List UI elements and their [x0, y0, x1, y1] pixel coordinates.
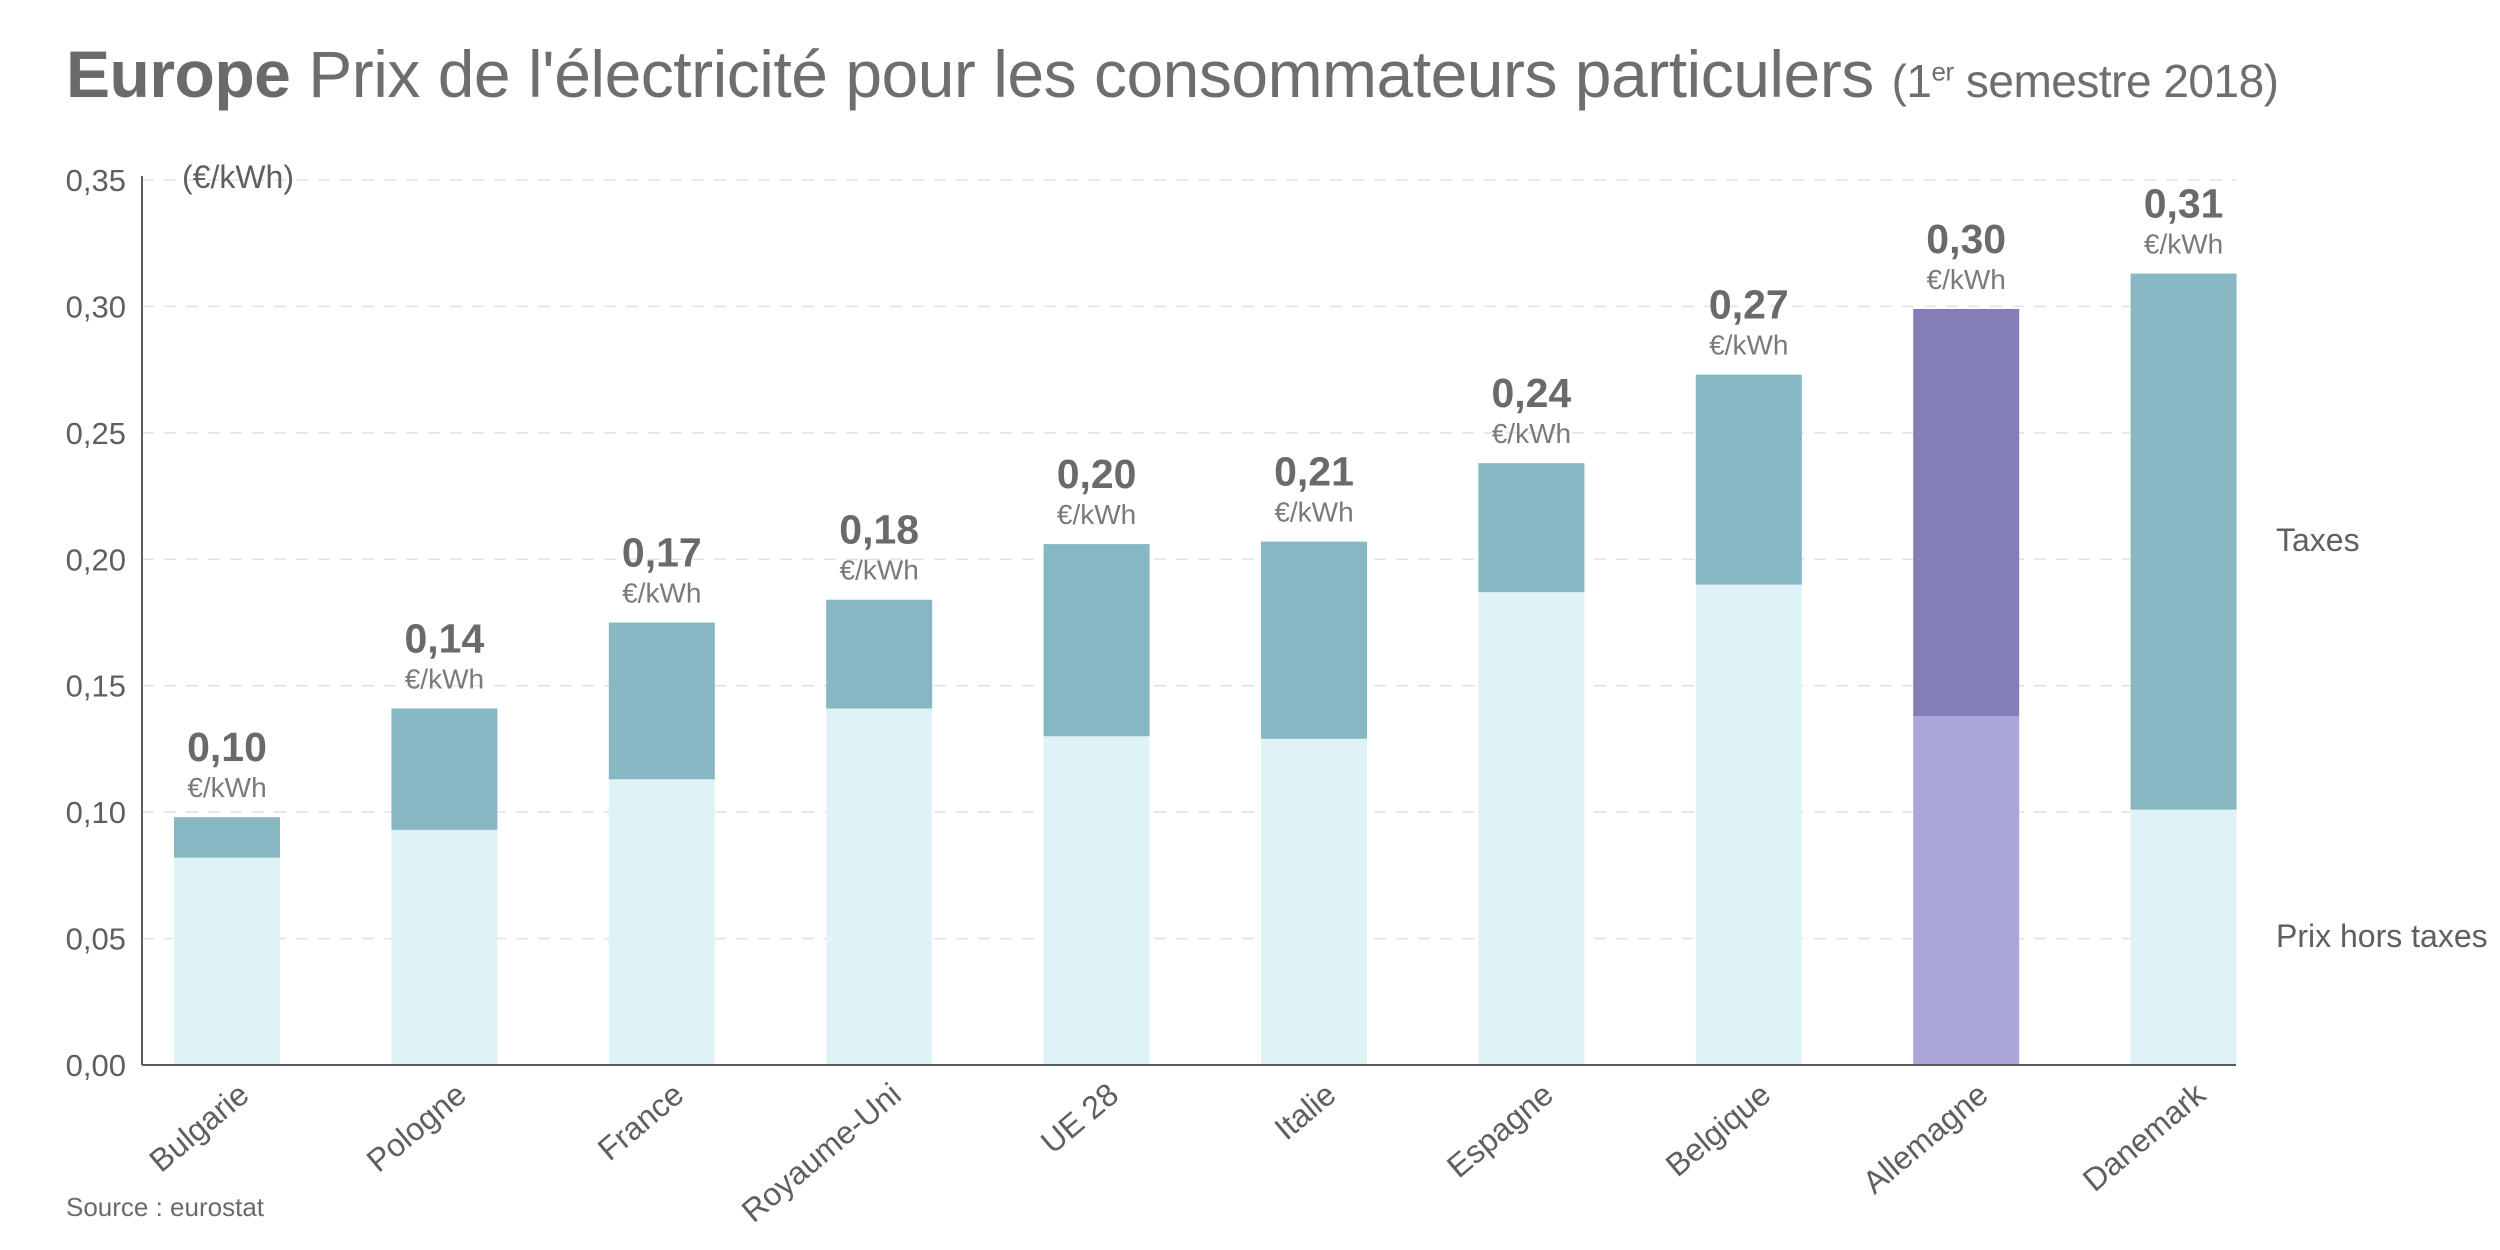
title-region: Europe — [66, 37, 291, 111]
bar-prix-hors-taxes — [1478, 592, 1585, 1065]
bar-taxes — [1043, 544, 1150, 737]
total-unit-label: €/kWh — [405, 663, 484, 694]
total-unit-label: €/kWh — [187, 772, 266, 803]
total-unit-label: €/kWh — [1709, 330, 1788, 361]
bars — [174, 273, 2237, 1065]
bar-taxes — [174, 817, 280, 858]
y-tick-label: 0,05 — [66, 922, 126, 957]
x-category-label: Pologne — [360, 1076, 473, 1179]
bar-prix-hors-taxes — [1695, 584, 1802, 1065]
total-unit-label: €/kWh — [840, 555, 919, 586]
y-tick-label: 0,35 — [66, 163, 126, 198]
bar-prix-hors-taxes — [1043, 736, 1150, 1065]
total-value-label: 0,18 — [839, 507, 919, 553]
total-value-label: 0,14 — [404, 615, 484, 661]
bar-prix-hors-taxes — [174, 857, 280, 1065]
bar-prix-hors-taxes — [2130, 809, 2237, 1065]
bar-taxes — [2130, 273, 2237, 810]
x-category-label: Danemark — [2076, 1075, 2213, 1198]
bar-prix-hors-taxes — [826, 708, 933, 1065]
total-value-label: 0,27 — [1709, 282, 1789, 328]
total-unit-label: €/kWh — [1927, 264, 2006, 295]
source-note: Source : eurostat — [66, 1192, 264, 1222]
y-tick-label: 0,00 — [66, 1048, 126, 1083]
x-category-label: Espagne — [1440, 1076, 1560, 1185]
total-unit-label: €/kWh — [2144, 229, 2223, 260]
bar-taxes — [608, 622, 715, 780]
legend-taxes: Taxes — [2276, 522, 2360, 558]
chart-title: Europe Prix de l'électricité pour les co… — [66, 36, 2279, 112]
bar-prix-hors-taxes — [608, 779, 715, 1065]
bar-taxes — [826, 599, 933, 709]
y-tick-label: 0,30 — [66, 289, 126, 324]
total-value-label: 0,21 — [1274, 449, 1354, 495]
total-value-label: 0,31 — [2144, 181, 2224, 227]
y-tick-label: 0,10 — [66, 795, 126, 830]
total-unit-label: €/kWh — [1274, 497, 1353, 528]
bar-taxes — [1478, 463, 1585, 593]
bar-prix-hors-taxes — [391, 829, 498, 1065]
total-value-label: 0,24 — [1491, 370, 1571, 416]
y-tick-label: 0,15 — [66, 669, 126, 704]
x-category-label: Bulgarie — [142, 1076, 255, 1179]
total-value-label: 0,17 — [622, 530, 702, 576]
total-value-label: 0,30 — [1926, 216, 2006, 262]
x-category-label: UE 28 — [1034, 1076, 1125, 1161]
title-main: Prix de l'électricité pour les consommat… — [308, 37, 1874, 111]
bar-taxes — [1695, 374, 1802, 585]
y-unit-label: (€/kWh) — [182, 159, 294, 195]
total-unit-label: €/kWh — [622, 578, 701, 609]
x-category-label: France — [591, 1076, 690, 1168]
x-category-label: Italie — [1268, 1076, 1343, 1147]
total-unit-label: €/kWh — [1057, 499, 1136, 530]
y-tick-label: 0,25 — [66, 416, 126, 451]
y-tick-label: 0,20 — [66, 542, 126, 577]
bar-prix-hors-taxes — [1913, 716, 2020, 1065]
bar-prix-hors-taxes — [1261, 738, 1367, 1065]
data-labels: 0,10€/kWh0,14€/kWh0,17€/kWh0,18€/kWh0,20… — [187, 181, 2223, 804]
legend-prix-hors-taxes: Prix hors taxes — [2276, 918, 2488, 954]
bar-taxes — [391, 708, 498, 830]
x-category-label: Allemagne — [1856, 1076, 1995, 1201]
title-period: (1er semestre 2018) — [1891, 55, 2279, 107]
bar-taxes — [1261, 541, 1367, 739]
y-axis-ticks: 0,00 0,05 0,10 0,15 0,20 0,25 0,30 0,35 — [66, 163, 126, 1083]
x-axis-categories: Bulgarie Pologne France Royaume-Uni UE 28 Ita… — [142, 1075, 2212, 1229]
gridlines — [142, 179, 2236, 940]
bar-taxes — [1913, 308, 2020, 717]
total-value-label: 0,20 — [1057, 451, 1137, 497]
axes — [141, 176, 2236, 1066]
x-category-label: Belgique — [1659, 1076, 1778, 1184]
total-unit-label: €/kWh — [1492, 418, 1571, 449]
total-value-label: 0,10 — [187, 724, 267, 770]
x-category-label: Royaume-Uni — [735, 1076, 908, 1229]
